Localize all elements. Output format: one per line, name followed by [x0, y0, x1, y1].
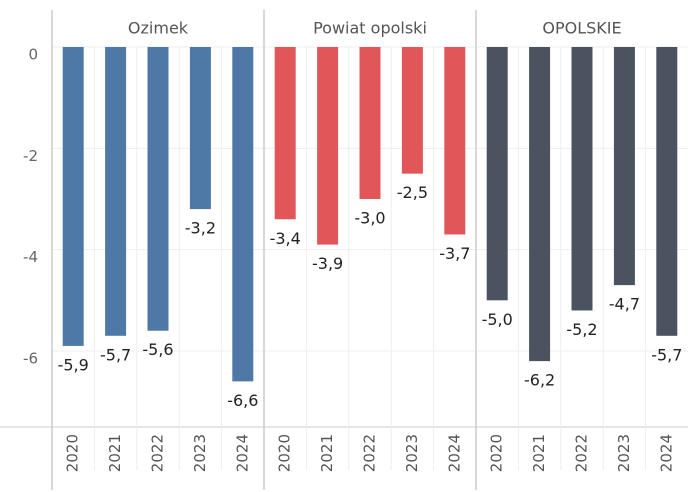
- bar: [486, 47, 508, 301]
- value-label: -5,7: [100, 345, 131, 364]
- bar: [571, 47, 593, 311]
- panel-title: Ozimek: [128, 19, 189, 38]
- y-tick-label: -4: [23, 248, 38, 266]
- value-label: -4,7: [609, 295, 640, 314]
- x-tick-label: 2020: [488, 434, 506, 472]
- x-tick-label: 2023: [615, 434, 633, 472]
- value-label: -6,6: [227, 391, 258, 410]
- value-label: -3,0: [354, 209, 385, 228]
- x-tick-label: 2022: [573, 434, 591, 472]
- x-tick-label: 2024: [657, 434, 675, 472]
- bar: [656, 47, 678, 336]
- value-label: -3,2: [185, 219, 216, 238]
- bar: [232, 47, 254, 382]
- x-tick-label: 2022: [361, 434, 379, 472]
- x-tick-label: 2024: [445, 434, 463, 472]
- bar: [62, 47, 84, 346]
- bar: [274, 47, 296, 220]
- value-label: -3,9: [312, 254, 343, 273]
- x-tick-label: 2024: [233, 434, 251, 472]
- value-label: -5,2: [566, 320, 597, 339]
- value-label: -3,7: [439, 244, 470, 263]
- value-label: -5,7: [651, 345, 682, 364]
- value-label: -2,5: [397, 183, 428, 202]
- x-tick-label: 2020: [276, 434, 294, 472]
- value-label: -5,9: [58, 355, 89, 374]
- bar: [147, 47, 169, 331]
- panel-title: Powiat opolski: [313, 19, 427, 38]
- bar: [189, 47, 211, 210]
- y-tick-label: -2: [23, 147, 38, 165]
- bar: [359, 47, 381, 199]
- x-tick-label: 2021: [530, 434, 548, 472]
- bar: [401, 47, 423, 174]
- y-tick-label: 0: [28, 46, 38, 64]
- bar: [529, 47, 551, 362]
- y-tick-label: -6: [23, 350, 38, 368]
- x-tick-label: 2023: [191, 434, 209, 472]
- x-tick-label: 2023: [403, 434, 421, 472]
- value-label: -5,6: [142, 340, 173, 359]
- x-tick-label: 2021: [106, 434, 124, 472]
- bar: [444, 47, 466, 235]
- bar: [317, 47, 339, 245]
- value-label: -6,2: [524, 371, 555, 390]
- x-tick-label: 2022: [149, 434, 167, 472]
- bar: [105, 47, 127, 336]
- value-label: -3,4: [270, 229, 301, 248]
- bar: [613, 47, 635, 286]
- x-tick-label: 2020: [64, 434, 82, 472]
- panel-title: OPOLSKIE: [542, 19, 621, 38]
- value-label: -5,0: [482, 310, 513, 329]
- x-tick-label: 2021: [318, 434, 336, 472]
